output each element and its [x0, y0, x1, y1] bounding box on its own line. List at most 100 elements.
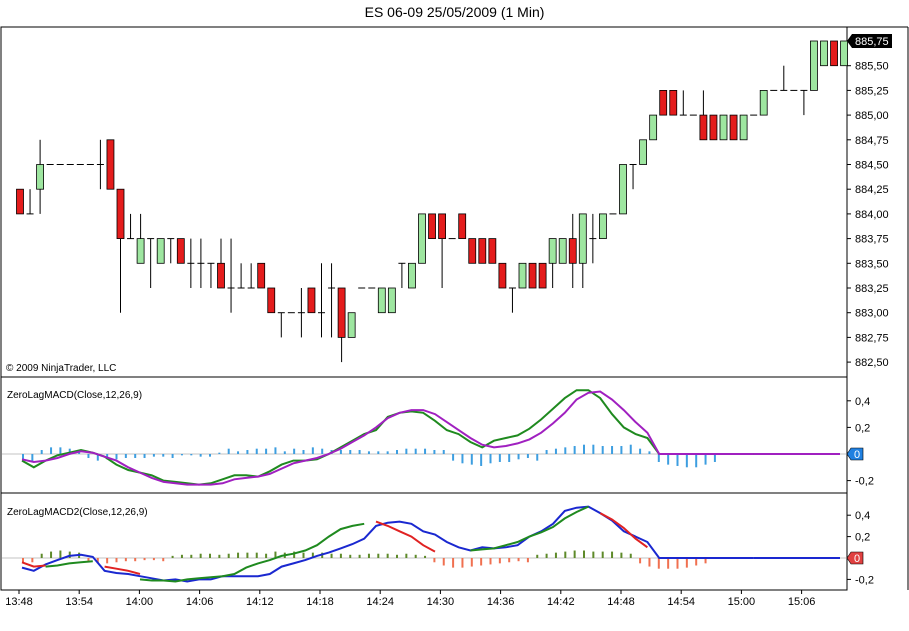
candle-body-up [619, 164, 627, 215]
histogram-bar [152, 558, 155, 561]
histogram-bar [209, 454, 211, 457]
candle [377, 287, 386, 314]
zero-marker [846, 447, 864, 461]
candle [318, 263, 325, 338]
candle-body-up [136, 238, 145, 264]
candle-body-up [578, 213, 587, 264]
candle [136, 213, 145, 264]
histogram-bar [96, 454, 99, 461]
histogram-bar [676, 454, 679, 466]
histogram-bar [480, 454, 483, 466]
histogram-bar [190, 554, 193, 558]
price-axis-label: 885,50 [855, 61, 889, 73]
macd2-panel-frame [0, 492, 848, 591]
histogram-bar [59, 550, 62, 558]
histogram-bar [227, 553, 230, 558]
histogram-bar [414, 554, 417, 558]
candle-body-down [729, 114, 738, 141]
histogram-bar [629, 444, 632, 454]
indicator-axis-label: -0,2 [855, 574, 874, 586]
histogram-bar [526, 454, 529, 458]
histogram-bar [489, 558, 492, 565]
histogram-bar [349, 554, 352, 558]
histogram-bar [592, 444, 595, 454]
histogram-bar [367, 553, 370, 558]
histogram-bar [629, 553, 632, 558]
candle-body-down [438, 213, 447, 239]
candle [96, 139, 104, 190]
candle [277, 312, 285, 338]
histogram-bar [106, 558, 109, 564]
histogram-bar [713, 454, 716, 462]
histogram-bar [180, 454, 183, 456]
histogram-bar [573, 550, 576, 558]
candle [408, 262, 416, 289]
candle-body-down [116, 188, 125, 239]
candle [147, 238, 155, 288]
price-axis-label: 883,50 [855, 258, 889, 270]
histogram-bar [667, 558, 670, 569]
candle-body-up [840, 40, 848, 67]
candle-body-up [156, 238, 165, 264]
candle [328, 263, 336, 338]
candle [127, 213, 135, 240]
histogram-bar [573, 446, 576, 454]
histogram-bar [377, 451, 380, 454]
candle-body-down [307, 287, 316, 314]
histogram-bar [583, 550, 585, 558]
histogram-bar [386, 451, 389, 454]
histogram-bar [442, 450, 445, 454]
price-axis-label: 884,75 [855, 135, 889, 147]
candle [26, 189, 34, 215]
indicator-axis-label: 0,2 [855, 422, 870, 434]
last-price-label: 885,75 [855, 36, 889, 48]
candle [176, 238, 185, 264]
histogram-bar [152, 454, 155, 457]
series-line-signal2_green [470, 505, 589, 552]
time-axis-label: 14:18 [306, 596, 334, 608]
histogram-bar [22, 558, 24, 564]
candle [558, 238, 567, 264]
candle-body-down [217, 262, 225, 289]
zero-marker [846, 551, 864, 565]
candle [548, 238, 557, 288]
candle [347, 312, 356, 338]
histogram-bar [508, 454, 511, 462]
histogram-bar [311, 447, 314, 454]
histogram-bar [620, 552, 623, 558]
series-line-signal2_red [21, 561, 46, 568]
histogram-bar [199, 553, 202, 558]
time-axis-label: 14:42 [547, 596, 575, 608]
candle-body-down [468, 238, 477, 264]
candle [237, 263, 245, 289]
indicator-axis-label: 0,4 [855, 510, 870, 522]
candle [227, 238, 235, 313]
histogram-bar [620, 446, 623, 454]
histogram-bar [414, 448, 417, 454]
histogram-bar [162, 558, 165, 562]
histogram-bar [657, 558, 660, 569]
price-panel: 885,50 885,25 885,00 884,75 884,50 884,25 884,… [16, 34, 892, 369]
candle [478, 238, 487, 264]
histogram-bar [134, 558, 137, 562]
candle-body-down [337, 287, 346, 338]
candle [518, 262, 527, 289]
histogram-bar [302, 450, 305, 454]
series-line-signal2_green [139, 522, 365, 583]
histogram-bar [396, 450, 398, 454]
price-axis-label: 883,00 [855, 308, 889, 320]
histogram-bar [96, 558, 99, 564]
histogram-bar [639, 448, 642, 454]
candle-body-down [176, 238, 185, 264]
histogram-bar [545, 553, 548, 558]
time-axis-label: 14:06 [186, 596, 214, 608]
histogram-bar [143, 558, 146, 561]
histogram-bar [180, 554, 183, 558]
histogram-bar [265, 553, 268, 558]
histogram-bar [676, 558, 679, 569]
histogram-bar [124, 454, 127, 458]
time-axis-label: 15:00 [728, 596, 756, 608]
candle-body-up [810, 40, 818, 91]
histogram-bar [124, 558, 127, 562]
candle-body-down [538, 262, 547, 289]
